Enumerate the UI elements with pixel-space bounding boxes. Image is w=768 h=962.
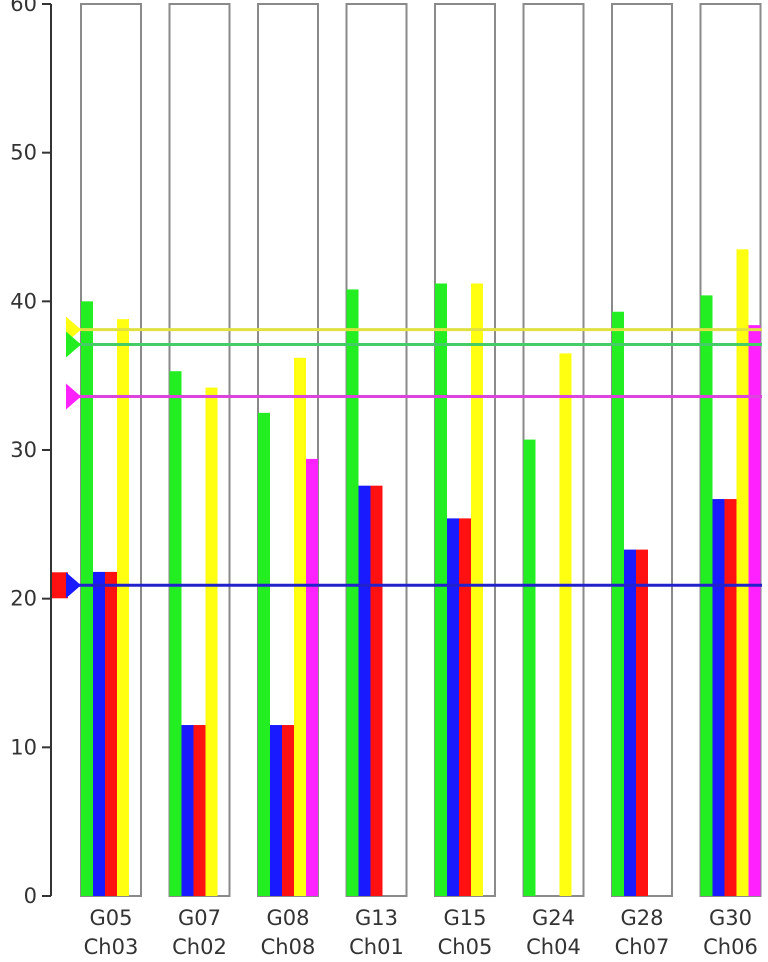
- bar: [370, 485, 383, 896]
- bar: [282, 725, 294, 896]
- reference-lines: [69, 328, 762, 587]
- x-label-channel: Ch02: [172, 935, 227, 959]
- y-tick-label: 60: [10, 0, 37, 16]
- bar: [205, 387, 218, 896]
- level-marker: [66, 331, 81, 358]
- level-marker: [66, 572, 81, 599]
- bar: [700, 295, 713, 896]
- bar: [117, 319, 129, 896]
- x-label-satellite: G24: [532, 906, 575, 930]
- y-tick-label: 20: [10, 587, 37, 611]
- bar: [270, 725, 282, 896]
- y-tick-label: 50: [10, 141, 37, 165]
- bars: [81, 249, 761, 897]
- bar: [712, 499, 725, 896]
- x-label-channel: Ch07: [615, 935, 670, 959]
- y-tick-label: 0: [24, 884, 37, 908]
- bar: [358, 485, 371, 896]
- x-label-satellite: G07: [178, 906, 221, 930]
- bar: [559, 353, 572, 896]
- bar: [471, 283, 483, 896]
- x-label-satellite: G30: [709, 906, 752, 930]
- bar: [748, 325, 761, 896]
- bar: [181, 725, 194, 896]
- x-label-channel: Ch03: [84, 935, 139, 959]
- level-markers: [52, 316, 81, 599]
- bar: [105, 571, 117, 896]
- bar: [435, 283, 447, 896]
- x-label-satellite: G13: [355, 906, 398, 930]
- bar: [81, 301, 93, 896]
- x-label-channel: Ch01: [349, 935, 404, 959]
- bar: [724, 499, 737, 896]
- x-label-satellite: G05: [90, 906, 133, 930]
- bar: [306, 458, 318, 896]
- x-label-channel: Ch06: [703, 935, 758, 959]
- x-label-channel: Ch04: [526, 935, 581, 959]
- x-label-channel: Ch08: [261, 935, 316, 959]
- bar: [523, 439, 536, 896]
- bar: [258, 412, 270, 896]
- y-tick-label: 30: [10, 438, 37, 462]
- level-marker: [66, 383, 81, 410]
- x-label-satellite: G08: [267, 906, 310, 930]
- bar: [93, 571, 105, 896]
- x-label-satellite: G28: [621, 906, 664, 930]
- y-tick-label: 10: [10, 735, 37, 759]
- y-tick-label: 40: [10, 289, 37, 313]
- bar: [447, 518, 459, 896]
- y-axis: 0 10 20 30 40 50 60: [10, 0, 52, 908]
- bar: [736, 249, 749, 897]
- bar: [346, 289, 359, 896]
- x-axis-labels: G05 Ch03 G07 Ch02 G08 Ch08 G13 Ch01 G15 Ch05 G24 Ch…: [84, 906, 758, 959]
- bar: [624, 549, 636, 896]
- bar: [294, 357, 306, 896]
- bar: [169, 371, 182, 896]
- bar: [636, 549, 648, 896]
- x-label-channel: Ch05: [438, 935, 493, 959]
- level-marker-square: [52, 572, 68, 599]
- bar: [193, 725, 206, 896]
- x-label-satellite: G15: [444, 906, 487, 930]
- bar: [459, 518, 471, 896]
- bar: [612, 311, 624, 896]
